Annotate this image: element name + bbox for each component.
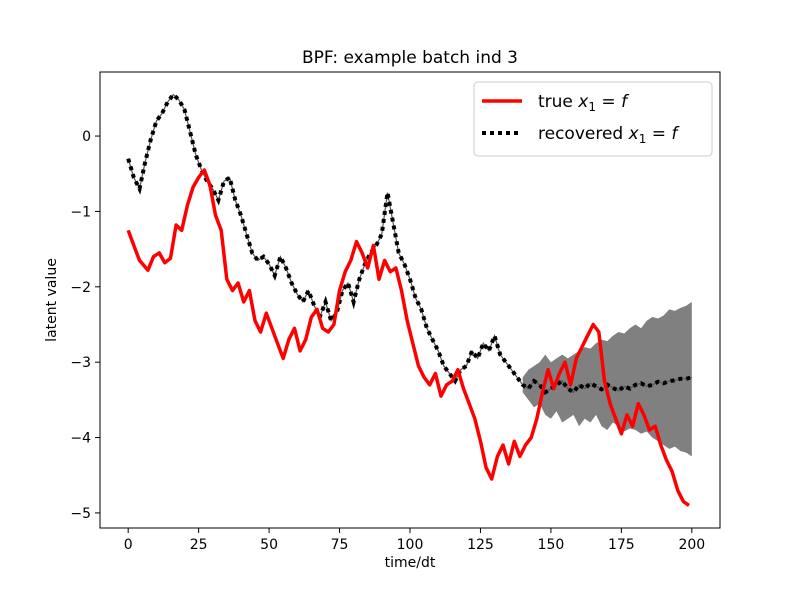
x-tick-label: 125 [467,537,494,553]
x-tick-label: 100 [397,537,424,553]
x-tick-label: 200 [678,537,705,553]
plot-area [126,91,693,507]
y-axis: 0 −1 −2 −3 −4 −5 [70,129,100,522]
x-tick-label: 150 [538,537,565,553]
series-recovered-line [126,91,693,396]
x-tick-label: 175 [608,537,635,553]
series-true-line [126,168,690,507]
legend: true x1 = f recovered x1 = f [473,81,713,157]
x-tick-label: 25 [190,537,208,553]
y-tick-label: −5 [70,506,91,522]
uncertainty-band [522,301,692,457]
y-tick-label: 0 [82,129,91,145]
y-tick-label: −2 [70,280,91,296]
legend-label-recovered: recovered x1 = f [538,124,680,146]
x-tick-label: 50 [260,537,278,553]
chart-title: BPF: example batch ind 3 [302,48,518,68]
x-axis-label: time/dt [385,555,436,571]
y-tick-label: −1 [70,204,91,220]
y-tick-label: −4 [70,431,91,447]
y-axis-label: latent value [44,258,60,342]
legend-label-true: true x1 = f [538,92,630,114]
x-axis: 0 25 50 75 100 125 150 175 200 [124,528,705,553]
legend-box [473,81,713,157]
y-tick-label: −3 [70,355,91,371]
x-tick-label: 75 [331,537,349,553]
x-tick-label: 0 [124,537,133,553]
